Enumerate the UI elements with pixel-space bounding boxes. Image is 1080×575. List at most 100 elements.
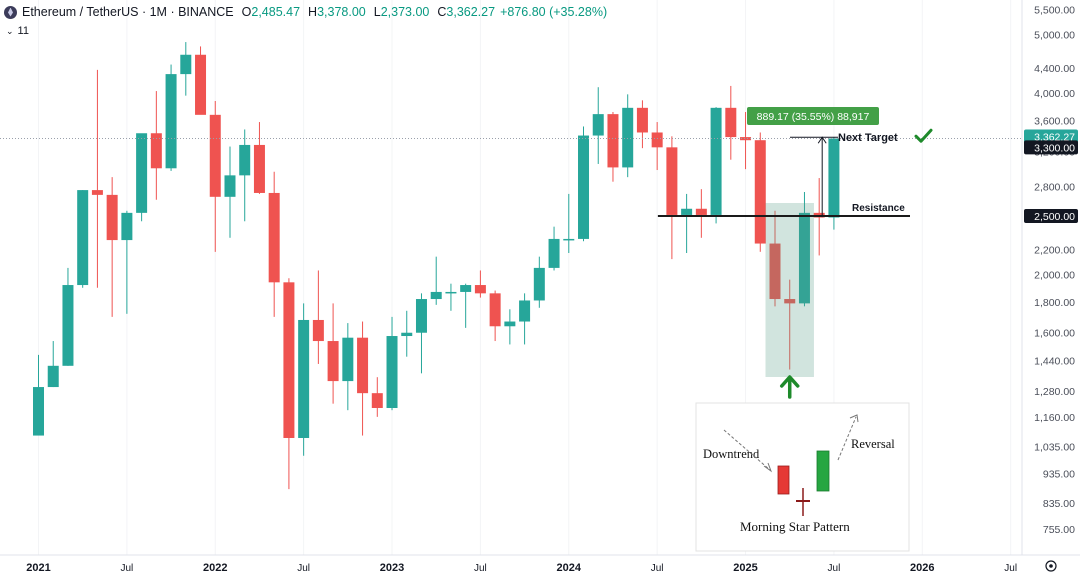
inset-downtrend-arrow: [723, 429, 771, 471]
inset-reversal-arrow: [837, 416, 857, 461]
chevron-down-icon: ⌄: [6, 26, 14, 36]
candle-body: [578, 135, 590, 239]
candle-body: [283, 282, 295, 438]
candle-body: [636, 107, 648, 133]
price-tick-label: 1,160.00: [1034, 412, 1075, 424]
candle-body: [798, 212, 810, 304]
checkmark-icon: [914, 128, 933, 143]
time-tick-label: Jul: [651, 563, 664, 574]
candle-body: [769, 243, 781, 300]
candle-body: [592, 114, 604, 136]
candle-body: [828, 138, 840, 218]
candle-body: [327, 341, 339, 382]
candle-body: [460, 285, 472, 292]
candle-body: [136, 133, 148, 213]
price-tick-label: 2,800.00: [1034, 181, 1075, 193]
symbol-title[interactable]: Ethereum / TetherUS · 1M · BINANCE: [22, 5, 234, 19]
time-tick-label: Jul: [1004, 563, 1017, 574]
price-tick-label: 1,035.00: [1034, 442, 1075, 454]
candle-body: [401, 332, 413, 337]
candle-body: [342, 337, 354, 382]
high-value: 3,378.00: [317, 5, 366, 19]
time-tick-label: Jul: [120, 563, 133, 574]
price-tick-label: 1,280.00: [1034, 386, 1075, 398]
time-tick-label: 2022: [203, 562, 227, 574]
price-tick-label: 1,800.00: [1034, 297, 1075, 309]
candle-body: [445, 291, 457, 294]
candle-body: [651, 132, 663, 148]
candle-body: [519, 300, 531, 322]
price-tag: [1024, 140, 1078, 155]
candle-body: [77, 190, 89, 286]
candle-body: [622, 107, 634, 168]
next-target-label: Next Target: [838, 132, 898, 144]
measure-arrowhead: [817, 136, 827, 144]
candle-body: [386, 336, 398, 408]
time-tick-label: Jul: [474, 563, 487, 574]
time-tick-label: 2026: [910, 562, 934, 574]
candle-body: [666, 147, 678, 215]
pattern-highlight-box: [765, 203, 814, 377]
price-tag-value: 3,300.00: [1034, 142, 1075, 154]
indicator-count: 11: [17, 25, 29, 37]
price-tick-label: 935.00: [1043, 468, 1075, 480]
candle-body: [312, 319, 324, 342]
low-label: L: [373, 5, 381, 19]
candle-body: [563, 238, 575, 241]
candle-body: [47, 365, 59, 388]
candle-body: [533, 267, 545, 301]
candle-body: [165, 74, 177, 169]
candle-body: [150, 133, 162, 169]
candle-body: [91, 190, 103, 195]
high-label: H: [308, 5, 318, 19]
price-tick-label: 4,400.00: [1034, 63, 1075, 75]
resistance-label: Resistance: [852, 203, 905, 214]
time-tick-label: Jul: [297, 563, 310, 574]
close-value: 3,362.27: [446, 5, 496, 19]
candle-body: [268, 192, 280, 283]
candle-body: [298, 319, 310, 438]
candle-body: [371, 393, 383, 408]
candle-body: [548, 238, 560, 268]
price-tick-label: 5,500.00: [1034, 5, 1075, 17]
inset-reversal-arrowhead: [849, 414, 859, 423]
arrow-up-icon: [779, 375, 800, 399]
candle-body: [33, 387, 44, 436]
candle-body: [430, 291, 442, 300]
ethereum-logo-icon: [4, 5, 17, 19]
inset-reversal-label: Reversal: [851, 437, 895, 451]
candle-body: [754, 140, 766, 244]
candle-body: [474, 285, 486, 294]
open-value: 2,485.47: [251, 5, 301, 19]
candle-body: [784, 299, 796, 304]
measure-label-box: [747, 107, 879, 125]
inset-caption: Morning Star Pattern: [740, 519, 850, 534]
candle-body: [681, 208, 693, 215]
candle-body: [209, 114, 221, 197]
change-value: +876.80 (+35.28%): [500, 5, 608, 19]
candle-body: [740, 137, 752, 141]
price-tick-label: 1,600.00: [1034, 328, 1075, 340]
candle-body: [121, 212, 133, 241]
candle-body: [253, 144, 265, 193]
candle-body: [725, 107, 737, 138]
candle-body: [106, 194, 118, 241]
inset-downtrend-label: Downtrend: [703, 447, 760, 461]
price-tick-label: 4,000.00: [1034, 88, 1075, 100]
time-tick-label: 2024: [557, 562, 582, 574]
inset-bearish-candle: [777, 465, 790, 495]
low-value: 2,373.00: [380, 5, 430, 19]
measure-label: 889.17 (35.55%) 88,917: [757, 111, 870, 123]
price-tick-label: 3,600.00: [1034, 116, 1075, 128]
price-tick-label: 755.00: [1043, 524, 1075, 536]
indicators-toggle[interactable]: ⌄ 11: [6, 25, 29, 37]
candle-body: [195, 54, 207, 115]
price-tick-label: 5,000.00: [1034, 30, 1075, 42]
settings-gear-icon-center: [1049, 564, 1053, 568]
symbol-header: Ethereum / TetherUS · 1M · BINANCE O 2,4…: [4, 5, 607, 19]
open-label: O: [241, 5, 252, 19]
settings-gear-icon: [1045, 560, 1057, 572]
candle-body: [224, 175, 236, 197]
candle-body: [415, 299, 427, 333]
